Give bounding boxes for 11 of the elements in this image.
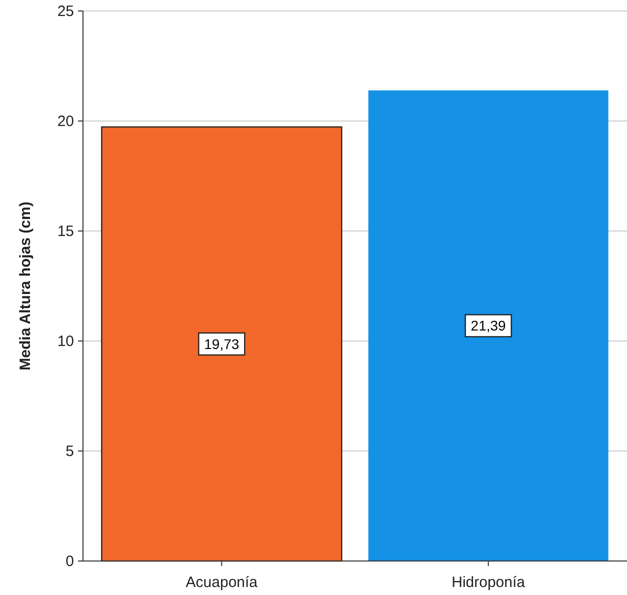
x-tick-label: Acuaponía — [186, 574, 258, 591]
y-tick-label: 10 — [57, 333, 74, 350]
data-label: 21,39 — [470, 318, 506, 334]
y-tick-label: 25 — [57, 3, 74, 20]
y-tick-label: 15 — [57, 223, 74, 240]
x-tick-label: Hidroponía — [452, 574, 526, 591]
y-tick-label: 20 — [57, 113, 74, 130]
y-tick-label: 0 — [66, 553, 74, 570]
y-axis-title: Media Altura hojas (cm) — [17, 202, 34, 370]
y-tick-label: 5 — [66, 443, 74, 460]
data-label: 19,73 — [204, 336, 240, 352]
